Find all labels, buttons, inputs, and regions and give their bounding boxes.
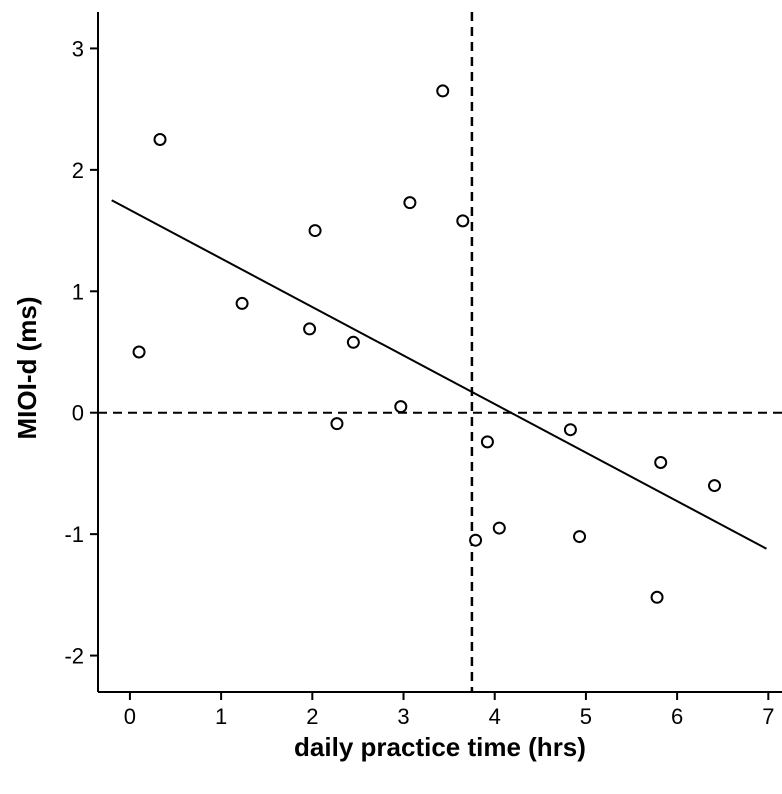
data-point-10	[456, 214, 470, 228]
data-point-7	[394, 400, 408, 414]
y-tick-label-1: -1	[64, 522, 84, 547]
x-tick-label-1: 1	[215, 704, 227, 729]
data-point-0	[132, 345, 146, 359]
y-tick-label-0: -2	[64, 644, 84, 669]
data-point-6	[346, 335, 360, 349]
data-point-13	[492, 521, 506, 535]
plot-area: -2 -1 0 1 2 3 0 1 2 3 4 5 6 7	[64, 12, 782, 729]
y-axis-title: MIOI-d (ms)	[12, 297, 42, 440]
data-point-2	[235, 296, 249, 310]
x-tick-label-4: 4	[489, 704, 501, 729]
x-tick-label-5: 5	[580, 704, 592, 729]
data-point-16	[650, 590, 664, 604]
data-point-5	[330, 417, 344, 431]
y-tick-label-4: 2	[72, 158, 84, 183]
x-tick-label-7: 7	[762, 704, 774, 729]
y-tick-label-5: 3	[72, 36, 84, 61]
x-axis-title: daily practice time (hrs)	[294, 732, 586, 762]
data-point-3	[303, 322, 317, 336]
data-point-8	[403, 196, 417, 210]
regression-line	[111, 199, 767, 550]
x-tick-label-0: 0	[124, 704, 136, 729]
x-tick-label-3: 3	[397, 704, 409, 729]
data-point-12	[480, 435, 494, 449]
data-point-1	[153, 133, 167, 146]
y-tick-label-2: 0	[72, 401, 84, 426]
y-tick-label-3: 1	[72, 279, 84, 304]
data-point-18	[708, 479, 722, 493]
data-point-14	[563, 423, 577, 437]
data-point-9	[436, 84, 450, 98]
data-point-17	[654, 456, 668, 469]
x-tick-label-6: 6	[671, 704, 683, 729]
x-tick-label-2: 2	[306, 704, 318, 729]
data-point-11	[469, 533, 483, 547]
data-point-15	[573, 530, 587, 544]
data-point-4	[308, 224, 322, 238]
